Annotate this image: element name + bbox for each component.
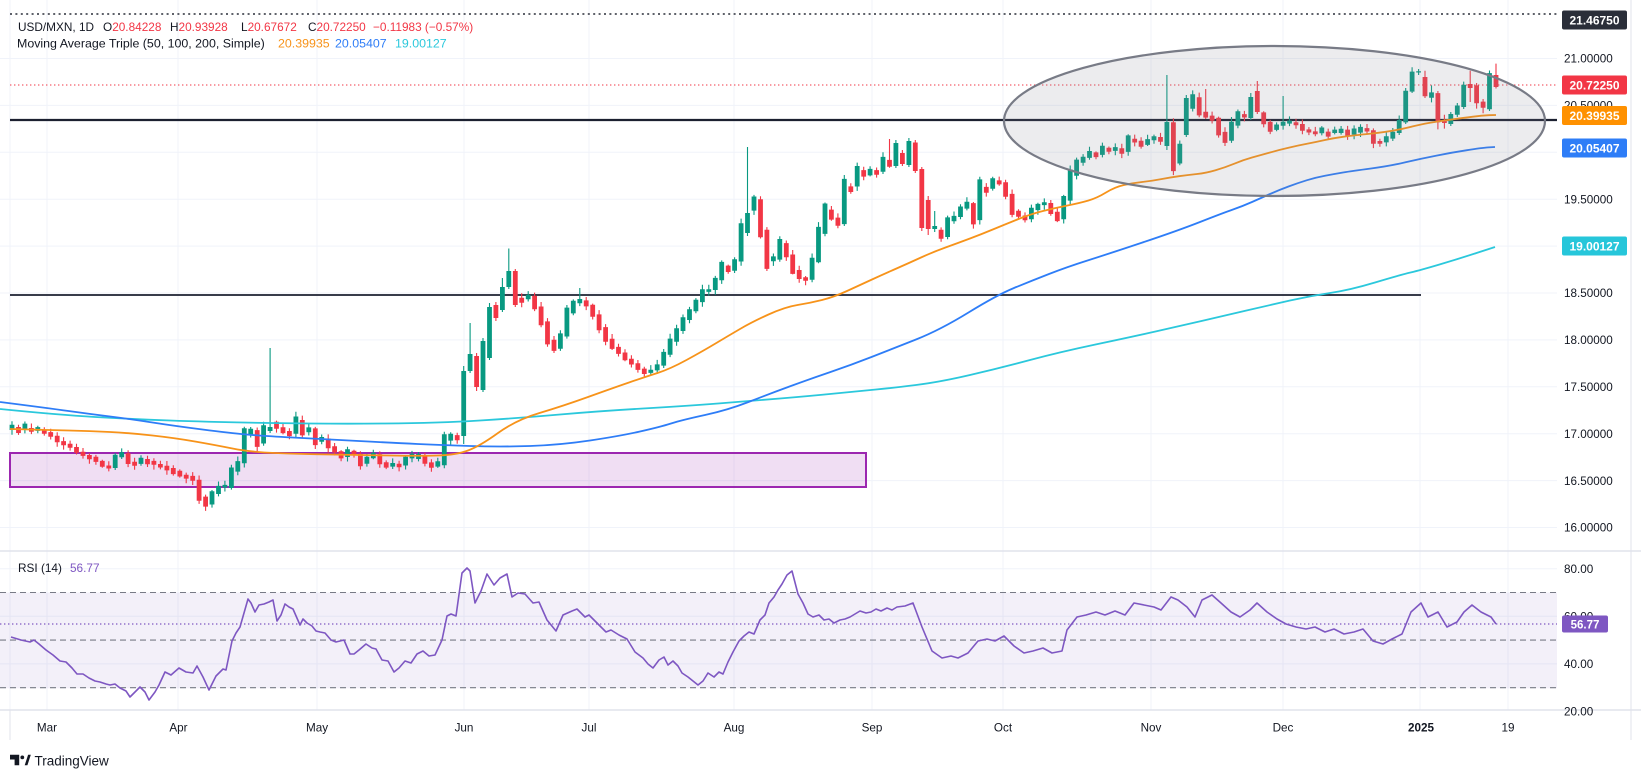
svg-text:Jun: Jun (455, 721, 474, 734)
svg-text:Oct: Oct (994, 721, 1013, 734)
svg-text:20.05407: 20.05407 (1569, 141, 1619, 155)
svg-text:Jul: Jul (582, 721, 597, 734)
svg-text:Aug: Aug (724, 721, 745, 734)
svg-text:16.50000: 16.50000 (1564, 475, 1613, 488)
svg-text:80.00: 80.00 (1564, 563, 1594, 576)
svg-text:18.00000: 18.00000 (1564, 334, 1613, 347)
svg-text:20.00: 20.00 (1564, 706, 1594, 719)
svg-text:20.39935: 20.39935 (1569, 109, 1619, 123)
svg-text:Mar: Mar (37, 721, 57, 734)
svg-text:16.00000: 16.00000 (1564, 522, 1613, 535)
svg-text:2025: 2025 (1408, 721, 1435, 734)
svg-text:20.72250: 20.72250 (1569, 78, 1619, 92)
svg-text:17.00000: 17.00000 (1564, 428, 1613, 441)
svg-text:19.00127: 19.00127 (1569, 239, 1619, 253)
svg-text:May: May (306, 721, 328, 734)
svg-text:Sep: Sep (862, 721, 883, 734)
svg-text:40.00: 40.00 (1564, 658, 1594, 671)
svg-text:Dec: Dec (1273, 721, 1294, 734)
svg-text:Apr: Apr (169, 721, 187, 734)
svg-text:18.50000: 18.50000 (1564, 287, 1613, 300)
svg-text:21.00000: 21.00000 (1564, 53, 1613, 66)
svg-text:RSI (14)56.77: RSI (14) 56.77 (18, 561, 100, 575)
svg-text:21.46750: 21.46750 (1569, 13, 1619, 27)
svg-text:Nov: Nov (1141, 721, 1162, 734)
svg-text:19.50000: 19.50000 (1564, 193, 1613, 206)
svg-text:56.77: 56.77 (1571, 619, 1600, 631)
svg-text:TradingView: TradingView (35, 754, 110, 769)
svg-text:19: 19 (1501, 721, 1514, 734)
svg-text:Moving Average Triple (50, 100: Moving Average Triple (50, 100, 200, Sim… (17, 37, 447, 51)
svg-text:17.50000: 17.50000 (1564, 381, 1613, 394)
